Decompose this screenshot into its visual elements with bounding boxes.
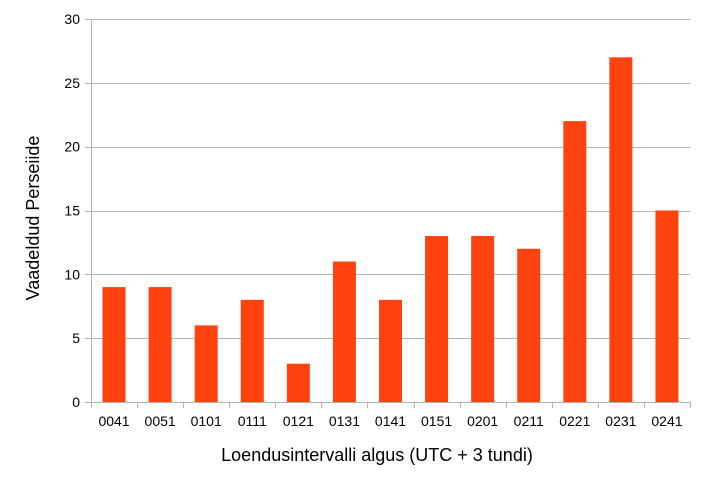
- x-tick-label: 0101: [191, 413, 222, 429]
- y-tick-label: 10: [64, 266, 80, 282]
- x-axis-title: Loendusintervalli algus (UTC + 3 tundi): [221, 445, 533, 465]
- x-tick-label: 0211: [514, 413, 544, 429]
- bar-0041: [102, 287, 126, 402]
- y-tick-label: 20: [64, 139, 80, 155]
- x-tick-label: 0201: [467, 413, 498, 429]
- bar-0051: [148, 287, 172, 402]
- y-tick-label: 15: [64, 203, 80, 219]
- y-tick-labels: 0 5 10 15 20 25 30: [64, 11, 80, 410]
- x-tick-label: 0231: [605, 413, 636, 429]
- x-tick-label: 0051: [145, 413, 176, 429]
- x-tick-label: 0141: [375, 413, 406, 429]
- bar-0221: [563, 121, 587, 402]
- x-tick-label: 0151: [421, 413, 452, 429]
- bar-0121: [286, 363, 310, 402]
- bar-0201: [471, 236, 495, 402]
- x-tick-label: 0221: [559, 413, 590, 429]
- bars: [102, 57, 679, 403]
- x-tick-labels: 0041 0051 0101 0111 0121 0131 0141 0151 0201 0211…: [98, 413, 682, 429]
- axes: [85, 19, 691, 408]
- x-tick-label: 0111: [238, 413, 267, 429]
- x-tick-label: 0041: [98, 413, 129, 429]
- bar-0151: [425, 236, 449, 402]
- y-tick-label: 0: [72, 394, 80, 410]
- x-tick-label: 0131: [329, 413, 360, 429]
- bar-0211: [517, 248, 541, 402]
- bar-0231: [609, 57, 633, 403]
- bar-0101: [194, 325, 218, 402]
- y-tick-label: 25: [64, 75, 80, 91]
- bar-0131: [332, 261, 356, 402]
- x-tick-label: 0121: [283, 413, 314, 429]
- y-tick-label: 30: [64, 11, 80, 27]
- y-axis-title: Vaadeldud Perseiide: [23, 136, 43, 301]
- bar-0141: [379, 299, 402, 402]
- y-tick-label: 5: [72, 330, 80, 346]
- x-tick-label: 0241: [651, 413, 682, 429]
- bar-0111: [240, 299, 264, 402]
- bar-0241: [655, 210, 679, 402]
- gridlines: [91, 19, 690, 403]
